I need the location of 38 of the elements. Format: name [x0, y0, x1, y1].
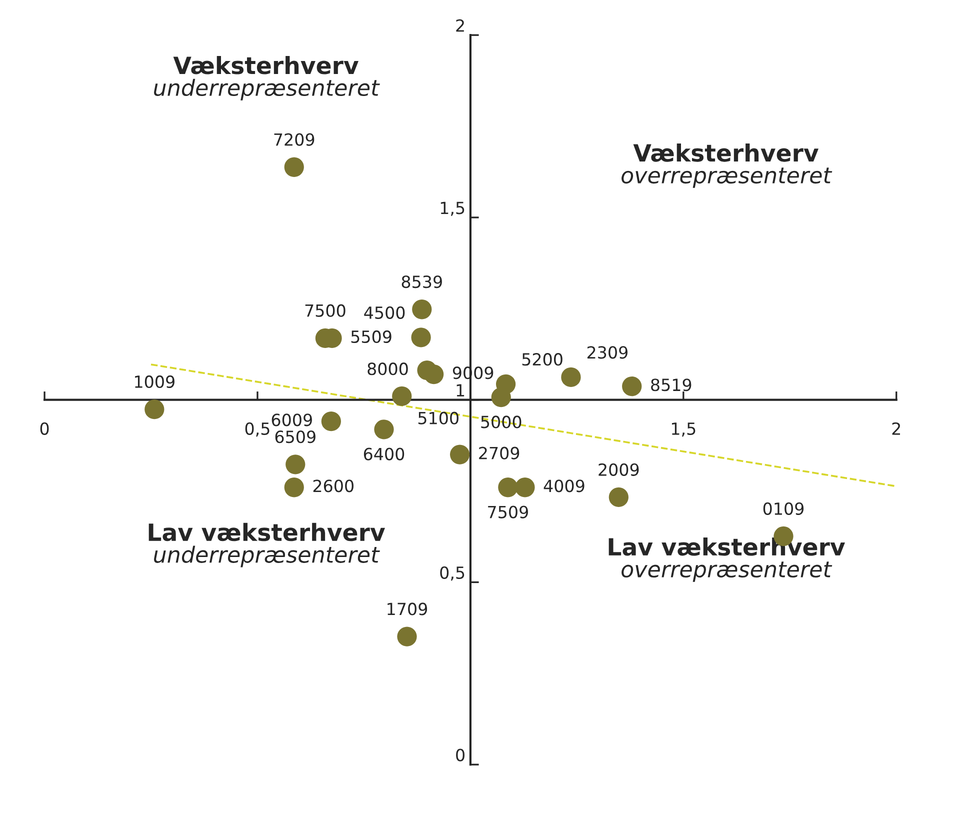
annotation: 1009 [135, 375, 174, 388]
annotation: 7209 [274, 133, 314, 146]
y-tick-label: 0 [456, 748, 464, 762]
annotation: 1709 [388, 602, 428, 616]
annotation: 5509 [351, 330, 392, 344]
annotation: 6400 [364, 448, 404, 460]
annotation: 2309 [587, 346, 628, 359]
annotation: 6009 [272, 414, 312, 426]
annotation: underrepræsenteret [154, 546, 380, 568]
x-tick-label: 2 [892, 422, 900, 435]
annotation: underrepræsenteret [154, 78, 380, 100]
annotation: Lav væksterhverv [608, 537, 845, 556]
annotation: 0109 [763, 502, 804, 515]
annotation: 7509 [488, 506, 528, 518]
x-tick-label: 0,5 [245, 422, 270, 437]
y-tick-label: 2 [456, 19, 464, 32]
annotation: overrepræsenteret [622, 562, 832, 582]
annotation: Lav væksterhverv [148, 522, 385, 542]
annotation: 2600 [313, 480, 354, 492]
x-tick-label: 0 [40, 422, 49, 435]
annotation: 2009 [598, 463, 639, 476]
annotation: 6509 [275, 430, 316, 444]
y-tick-label: 1 [456, 384, 464, 396]
annotation: 4500 [364, 306, 405, 319]
annotation: 2709 [479, 446, 520, 460]
y-tick-label: 1,5 [440, 202, 464, 216]
annotation: 8000 [368, 362, 408, 376]
x-tick-label: 1,5 [672, 422, 696, 437]
annotation: 8539 [402, 275, 442, 288]
annotation: 7500 [305, 304, 346, 317]
annotation: 4009 [544, 480, 584, 492]
annotation: 5100 [418, 412, 458, 424]
y-tick-label: 0,5 [440, 566, 464, 581]
annotation: Væksterhverv [173, 56, 358, 74]
annotation: Væksterhverv [633, 144, 818, 162]
annotation: 5200 [522, 353, 562, 366]
annotation: 8519 [651, 378, 692, 392]
annotation: overrepræsenteret [622, 168, 832, 188]
